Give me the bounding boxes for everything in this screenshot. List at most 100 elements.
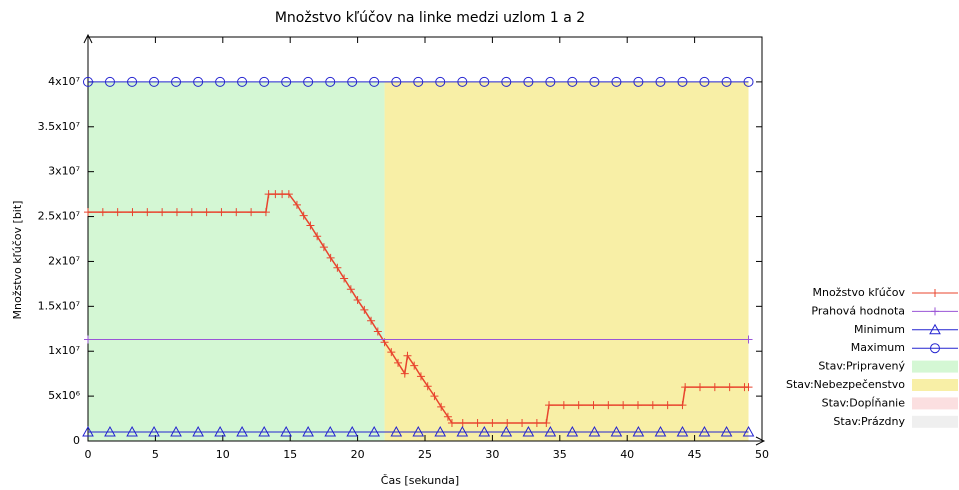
- marker: [84, 335, 92, 344]
- marker: [271, 190, 280, 199]
- marker: [632, 425, 645, 437]
- legend-swatch: [912, 360, 958, 373]
- marker: [82, 425, 94, 437]
- marker: [284, 190, 293, 199]
- marker: [518, 419, 527, 428]
- legend-swatch: [912, 379, 958, 391]
- marker: [479, 76, 490, 87]
- marker: [501, 76, 512, 87]
- marker: [698, 425, 711, 437]
- marker: [149, 76, 160, 87]
- marker: [373, 327, 382, 336]
- marker: [319, 243, 328, 252]
- marker: [633, 76, 644, 87]
- marker: [127, 76, 138, 87]
- marker: [742, 425, 755, 437]
- legend-label: Stav:Dopĺňanie: [822, 396, 906, 409]
- legend-marker: [929, 323, 941, 335]
- marker: [394, 358, 403, 367]
- marker: [237, 76, 248, 87]
- marker: [681, 383, 690, 392]
- marker: [214, 425, 226, 437]
- marker: [281, 76, 292, 87]
- marker: [500, 425, 513, 437]
- marker: [346, 425, 359, 437]
- marker: [721, 76, 732, 87]
- marker: [677, 76, 688, 87]
- legend-swatch: [912, 397, 958, 410]
- x-tick-label: 20: [351, 448, 365, 461]
- marker: [340, 274, 349, 283]
- marker: [503, 419, 512, 428]
- marker: [458, 419, 467, 428]
- marker: [217, 208, 226, 217]
- marker: [303, 76, 314, 87]
- marker: [324, 425, 337, 437]
- marker: [333, 263, 342, 272]
- marker: [589, 76, 600, 87]
- marker: [611, 76, 622, 87]
- marker: [744, 383, 753, 392]
- x-tick-label: 50: [755, 448, 769, 461]
- marker: [559, 401, 568, 410]
- marker: [126, 425, 138, 437]
- marker: [148, 425, 160, 437]
- marker: [532, 419, 541, 428]
- marker: [278, 190, 287, 199]
- marker: [259, 76, 270, 87]
- marker: [264, 190, 273, 199]
- marker: [588, 425, 601, 437]
- marker: [346, 285, 355, 294]
- legend-marker: [931, 289, 939, 297]
- y-tick-label: 3x10⁷: [48, 165, 80, 178]
- marker: [663, 401, 672, 410]
- marker: [544, 425, 557, 437]
- y-tick-label: 2x10⁷: [48, 254, 80, 267]
- marker: [416, 372, 425, 381]
- marker: [648, 401, 657, 410]
- marker: [744, 335, 753, 344]
- legend-marker-shape: [931, 289, 939, 297]
- y-tick-label: 2.5x10⁷: [38, 210, 80, 223]
- marker: [413, 76, 424, 87]
- marker: [369, 76, 380, 87]
- marker: [258, 425, 271, 437]
- marker: [172, 208, 181, 217]
- marker: [202, 208, 211, 217]
- marker: [104, 76, 115, 87]
- legend-label: Stav:Prázdny: [833, 415, 905, 428]
- marker: [676, 425, 689, 437]
- x-axis-label: Čas [sekunda]: [381, 474, 459, 487]
- marker: [367, 316, 376, 325]
- marker: [743, 76, 754, 87]
- legend-label: Množstvo kľúčov: [812, 286, 905, 299]
- y-tick-label: 3.5x10⁷: [38, 120, 80, 133]
- legend-label: Prahová hodnota: [811, 304, 905, 317]
- marker: [391, 76, 402, 87]
- marker: [193, 76, 204, 87]
- marker: [170, 425, 182, 437]
- marker: [306, 221, 315, 230]
- y-axis-label: Množstvo kľúčov [bit]: [11, 201, 24, 320]
- marker: [443, 412, 452, 421]
- marker: [523, 76, 534, 87]
- x-tick-label: 45: [688, 448, 702, 461]
- marker: [567, 76, 578, 87]
- marker: [403, 351, 412, 360]
- marker: [542, 419, 551, 428]
- y-tick-label: 1x10⁷: [48, 344, 80, 357]
- x-tick-label: 15: [283, 448, 297, 461]
- x-tick-label: 0: [85, 448, 92, 461]
- marker: [171, 76, 182, 87]
- y-tick-label: 4x10⁷: [48, 75, 80, 88]
- marker: [457, 76, 468, 87]
- marker: [566, 425, 579, 437]
- marker: [84, 208, 92, 217]
- marker: [604, 401, 613, 410]
- marker: [725, 383, 734, 392]
- marker: [232, 208, 241, 217]
- marker: [98, 208, 107, 217]
- marker: [143, 208, 152, 217]
- marker: [488, 419, 497, 428]
